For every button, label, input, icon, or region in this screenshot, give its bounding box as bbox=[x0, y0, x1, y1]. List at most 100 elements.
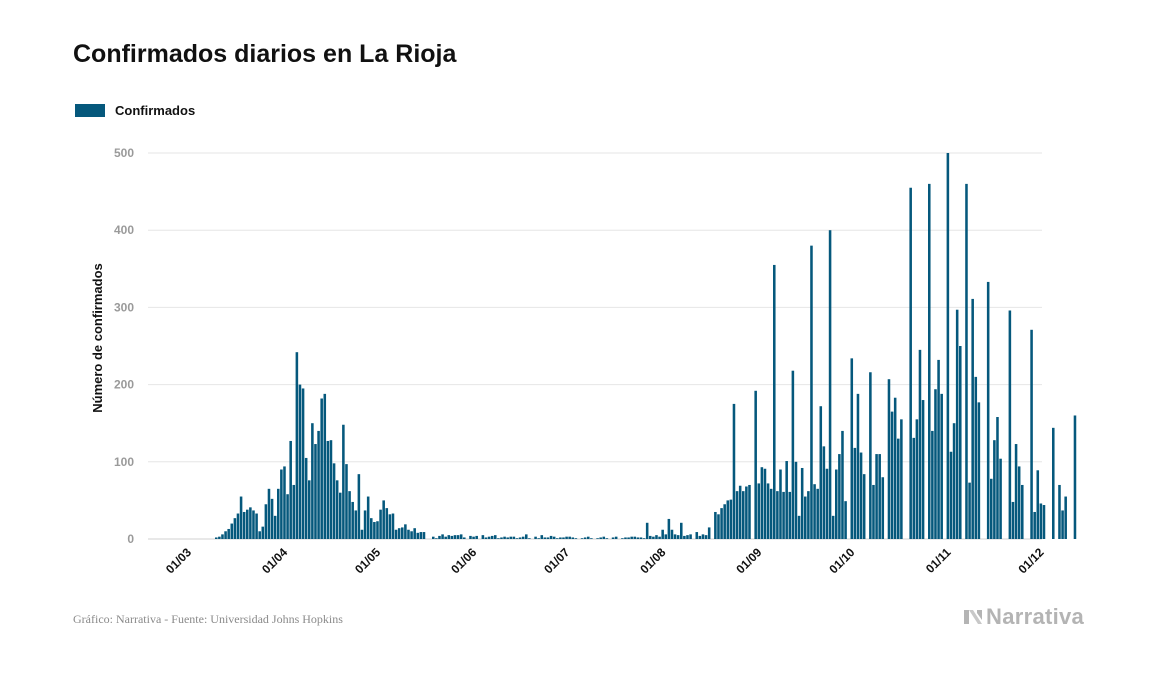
legend: Confirmados bbox=[75, 103, 195, 118]
y-tick-label: 300 bbox=[114, 300, 134, 314]
bar bbox=[649, 535, 652, 539]
bar bbox=[363, 510, 367, 539]
bar bbox=[320, 398, 323, 539]
bar bbox=[931, 430, 934, 539]
bar bbox=[562, 537, 565, 539]
bar bbox=[959, 346, 962, 539]
y-tick-label: 100 bbox=[114, 455, 134, 469]
bar bbox=[769, 488, 773, 539]
bar bbox=[314, 444, 317, 539]
chart-title: Confirmados diarios en La Rioja bbox=[73, 40, 457, 68]
y-tick-label: 500 bbox=[114, 146, 134, 160]
bar bbox=[627, 537, 630, 539]
bar bbox=[633, 536, 637, 539]
bar bbox=[438, 535, 441, 539]
bar bbox=[360, 529, 364, 539]
bar bbox=[565, 536, 568, 539]
bar bbox=[686, 535, 689, 539]
bar bbox=[661, 529, 664, 539]
bar bbox=[810, 245, 813, 539]
bar bbox=[878, 454, 881, 539]
bar bbox=[351, 501, 354, 539]
bar bbox=[921, 400, 925, 539]
bar bbox=[444, 536, 447, 539]
bar bbox=[611, 537, 615, 539]
bar bbox=[556, 538, 559, 539]
bar bbox=[757, 483, 761, 539]
bar bbox=[224, 531, 227, 539]
bar bbox=[853, 447, 857, 539]
bar bbox=[568, 536, 571, 539]
bar bbox=[785, 461, 788, 539]
bar bbox=[515, 538, 519, 539]
brand-logo: Narrativa bbox=[963, 604, 1084, 630]
bar bbox=[940, 393, 943, 539]
bar bbox=[738, 485, 742, 539]
x-tick-label: 01/08 bbox=[637, 545, 668, 576]
bar bbox=[472, 536, 475, 539]
bar bbox=[1061, 510, 1064, 539]
bar bbox=[816, 488, 819, 539]
bar bbox=[872, 484, 875, 539]
x-tick-label: 01/06 bbox=[448, 545, 479, 576]
bar bbox=[376, 521, 379, 539]
bar bbox=[636, 537, 640, 539]
bar bbox=[862, 474, 866, 539]
bar bbox=[828, 230, 832, 539]
bar bbox=[875, 454, 878, 539]
bar bbox=[261, 526, 265, 539]
bar bbox=[714, 511, 717, 539]
bar bbox=[667, 518, 671, 539]
bar bbox=[487, 536, 491, 539]
bar bbox=[453, 535, 457, 539]
bar bbox=[881, 477, 885, 539]
bar bbox=[831, 515, 835, 539]
bar bbox=[215, 537, 218, 539]
bar bbox=[717, 514, 720, 539]
source-note: Gráfico: Narrativa - Fuente: Universidad… bbox=[73, 612, 343, 626]
bar bbox=[915, 419, 919, 539]
bar bbox=[571, 537, 575, 539]
bar bbox=[1073, 415, 1077, 539]
bar bbox=[1036, 470, 1040, 539]
bar bbox=[704, 535, 708, 539]
bar bbox=[218, 536, 221, 539]
bar bbox=[270, 498, 274, 539]
bar bbox=[497, 538, 500, 539]
bar bbox=[304, 457, 308, 539]
bar bbox=[782, 491, 785, 539]
bar bbox=[239, 496, 243, 539]
bar bbox=[1011, 501, 1015, 539]
bar bbox=[326, 440, 330, 539]
bar bbox=[509, 536, 513, 539]
bar bbox=[776, 491, 779, 539]
bar bbox=[289, 440, 292, 539]
bar bbox=[825, 468, 829, 539]
bar bbox=[227, 528, 230, 539]
bar bbox=[1058, 484, 1061, 539]
bar bbox=[432, 536, 435, 539]
bar bbox=[742, 491, 745, 539]
bar bbox=[664, 534, 668, 539]
bar bbox=[624, 537, 627, 539]
x-tick-label: 01/11 bbox=[923, 545, 954, 576]
bar bbox=[797, 515, 801, 539]
bar bbox=[481, 535, 485, 539]
bar bbox=[763, 468, 767, 539]
bar bbox=[404, 524, 407, 539]
bar bbox=[658, 536, 661, 539]
bar bbox=[596, 538, 599, 539]
legend-swatch-confirmados bbox=[75, 104, 105, 117]
bar bbox=[407, 529, 410, 539]
bar bbox=[339, 492, 342, 539]
bar bbox=[807, 491, 810, 539]
bar bbox=[459, 534, 463, 539]
bar bbox=[410, 531, 413, 539]
bar bbox=[342, 424, 345, 539]
bar bbox=[1021, 484, 1024, 539]
bar bbox=[441, 534, 444, 539]
bar bbox=[422, 532, 426, 539]
bar bbox=[946, 153, 950, 539]
bar bbox=[999, 458, 1002, 539]
